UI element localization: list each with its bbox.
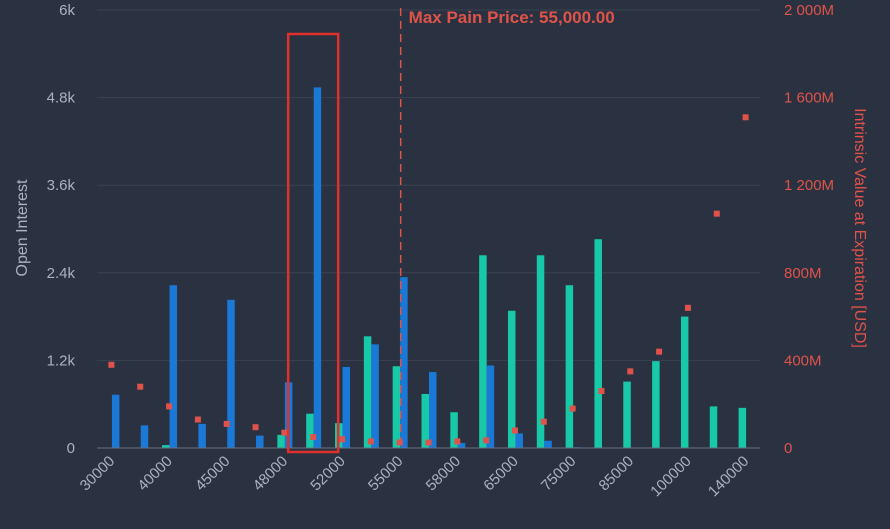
y-right-tick-label: 1 200M <box>784 177 834 194</box>
bar <box>709 406 718 448</box>
bar <box>111 394 120 448</box>
x-tick-label: 140000 <box>705 453 752 500</box>
intrinsic-value-point <box>511 427 518 434</box>
bar <box>450 412 458 448</box>
intrinsic-value-markers <box>108 114 749 446</box>
intrinsic-value-point <box>108 361 115 368</box>
bar <box>371 344 379 448</box>
bar <box>169 285 178 448</box>
intrinsic-value-point <box>252 424 259 431</box>
intrinsic-value-point <box>713 210 720 217</box>
bar <box>515 433 523 448</box>
y-tick-label: 3.6k <box>47 177 76 194</box>
bar <box>313 87 322 448</box>
intrinsic-value-point <box>540 418 547 425</box>
y-axis-label: Open Interest <box>14 179 31 277</box>
intrinsic-value-point <box>656 348 663 355</box>
bar <box>479 255 487 448</box>
bar <box>342 366 351 448</box>
highlight-box <box>286 32 340 454</box>
max-pain-label: Max Pain Price: 55,000.00 <box>409 8 615 27</box>
bar <box>227 299 235 448</box>
intrinsic-value-point <box>367 438 374 445</box>
bar <box>198 423 206 448</box>
y-tick-label: 1.2k <box>47 352 76 369</box>
intrinsic-value-point <box>223 420 230 427</box>
intrinsic-value-point <box>425 439 432 446</box>
y-right-tick-label: 1 600M <box>784 90 834 107</box>
bar <box>594 239 602 448</box>
x-tick-label: 48000 <box>250 453 292 495</box>
bar <box>256 435 264 448</box>
bar <box>306 413 314 448</box>
intrinsic-value-point <box>569 405 576 412</box>
x-tick-label: 52000 <box>307 453 349 495</box>
x-tick-label: 100000 <box>647 453 694 500</box>
bar <box>162 445 170 448</box>
bar <box>738 407 747 448</box>
y-right-tick-label: 400M <box>784 352 822 369</box>
bar <box>623 381 631 448</box>
bar <box>140 425 149 448</box>
bar <box>429 372 437 448</box>
x-tick-label: 40000 <box>134 453 176 495</box>
intrinsic-value-point <box>281 429 288 436</box>
x-tick-label: 55000 <box>365 453 407 495</box>
bar <box>680 316 689 448</box>
y-right-tick-label: 800M <box>784 265 822 282</box>
y-axis-right-label: Intrinsic Value at Expiration [USD] <box>851 108 868 348</box>
intrinsic-value-point <box>627 368 634 375</box>
bars-layer <box>111 87 747 448</box>
y-tick-label: 6k <box>59 2 75 19</box>
y-tick-label: 2.4k <box>47 265 76 282</box>
y-right-tick-label: 0 <box>784 440 792 457</box>
x-tick-label: 65000 <box>480 453 522 495</box>
intrinsic-value-point <box>310 434 317 441</box>
x-tick-label: 85000 <box>596 453 638 495</box>
bar <box>392 366 401 448</box>
intrinsic-value-point <box>194 416 201 423</box>
bar <box>400 277 408 448</box>
bar <box>565 285 574 448</box>
intrinsic-value-point <box>339 436 346 443</box>
x-tick-label: 30000 <box>77 453 119 495</box>
bar <box>277 434 285 448</box>
x-tick-label: 45000 <box>192 453 234 495</box>
bar <box>457 442 466 448</box>
intrinsic-value-point <box>396 439 403 446</box>
intrinsic-value-point <box>742 114 749 121</box>
y-tick-label: 0 <box>67 440 75 457</box>
bar <box>486 365 495 448</box>
bar <box>652 361 660 448</box>
intrinsic-value-point <box>684 304 691 311</box>
intrinsic-value-point <box>454 438 461 445</box>
x-tick-label: 75000 <box>538 453 580 495</box>
intrinsic-value-point <box>598 388 605 395</box>
bar <box>544 440 552 448</box>
intrinsic-value-point <box>137 383 144 390</box>
intrinsic-value-point <box>166 403 173 410</box>
bar <box>421 393 429 448</box>
intrinsic-value-point <box>483 437 490 444</box>
grid-layer <box>97 9 760 361</box>
y-right-tick-label: 2 000M <box>784 2 834 19</box>
x-tick-label: 58000 <box>423 453 465 495</box>
bar <box>507 310 516 448</box>
bar <box>363 336 372 448</box>
y-tick-label: 4.8k <box>47 90 76 107</box>
bar <box>536 255 545 448</box>
